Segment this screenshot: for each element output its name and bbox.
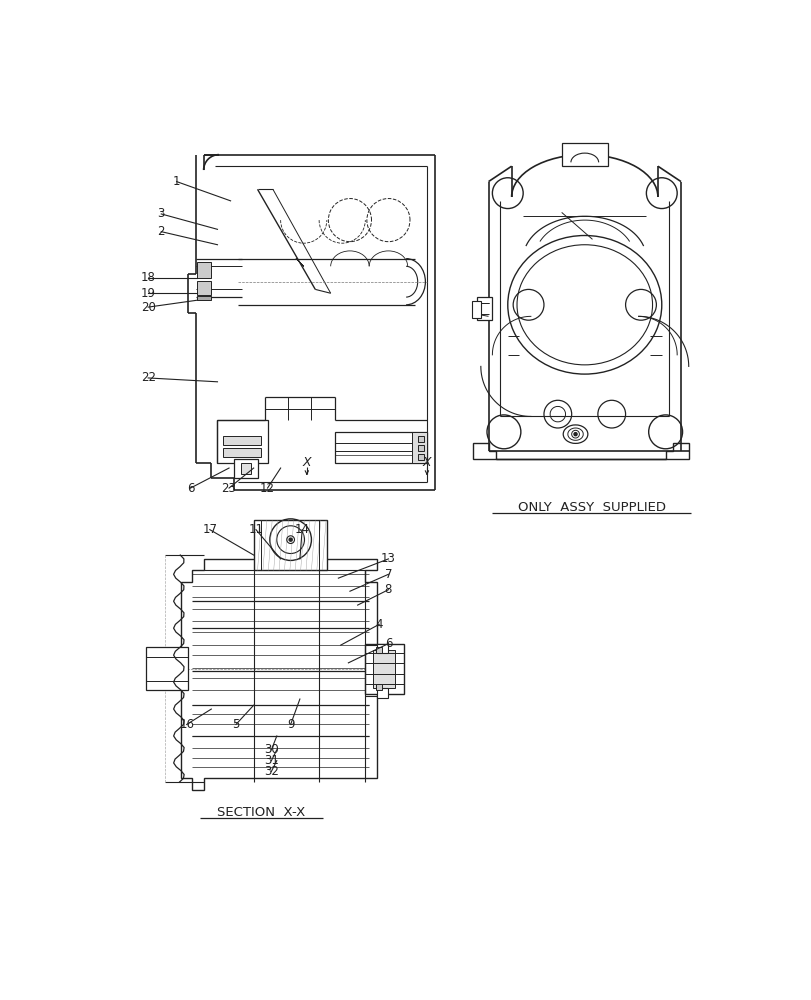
Text: 13: 13	[380, 552, 396, 565]
Bar	[217, 420, 267, 463]
Text: 14: 14	[294, 523, 309, 536]
Bar	[375, 647, 382, 653]
Text: ONLY  ASSY  SUPPLIED: ONLY ASSY SUPPLIED	[518, 501, 666, 514]
Text: 32: 32	[264, 765, 278, 778]
Text: 3: 3	[157, 207, 165, 220]
Bar	[375, 684, 382, 690]
Bar	[411, 432, 427, 463]
Text: SECTION  X-X: SECTION X-X	[217, 806, 305, 820]
Polygon shape	[473, 443, 688, 459]
Bar	[222, 436, 261, 445]
Text: 16: 16	[179, 718, 194, 731]
Bar	[240, 463, 251, 474]
Bar	[234, 459, 257, 478]
Bar	[372, 650, 394, 688]
Text: 19: 19	[140, 287, 156, 300]
Text: 2: 2	[157, 225, 165, 238]
Text: 11: 11	[248, 523, 263, 536]
Text: 18: 18	[140, 271, 156, 284]
Bar	[471, 301, 480, 318]
Bar	[334, 432, 427, 463]
Circle shape	[289, 538, 292, 541]
Bar	[146, 647, 188, 690]
Text: 1: 1	[173, 175, 180, 188]
Text: 5: 5	[232, 718, 239, 731]
Text: 23: 23	[221, 482, 236, 495]
Text: 9: 9	[286, 718, 294, 731]
Bar	[197, 296, 211, 300]
Bar	[197, 281, 211, 295]
Text: 22: 22	[140, 371, 156, 384]
Text: 17: 17	[202, 523, 217, 536]
Bar	[222, 448, 261, 457]
Text: 8: 8	[384, 583, 392, 596]
Polygon shape	[180, 559, 376, 790]
Bar	[197, 262, 211, 278]
Text: 31: 31	[264, 754, 278, 767]
Bar	[476, 297, 491, 320]
Bar	[376, 688, 388, 698]
Bar	[417, 436, 423, 442]
Text: X: X	[303, 456, 311, 469]
Text: X: X	[422, 456, 431, 469]
Text: 6: 6	[187, 482, 194, 495]
Text: 4: 4	[375, 618, 383, 631]
Text: 6: 6	[384, 637, 392, 650]
Bar	[365, 644, 403, 694]
Bar	[417, 445, 423, 451]
Text: 30: 30	[264, 743, 278, 756]
Text: 20: 20	[140, 301, 156, 314]
Bar	[376, 644, 388, 653]
Bar	[417, 454, 423, 460]
Bar	[253, 520, 326, 570]
Text: 12: 12	[260, 482, 275, 495]
Text: 7: 7	[384, 568, 392, 581]
Bar	[561, 143, 607, 166]
Circle shape	[573, 433, 577, 436]
